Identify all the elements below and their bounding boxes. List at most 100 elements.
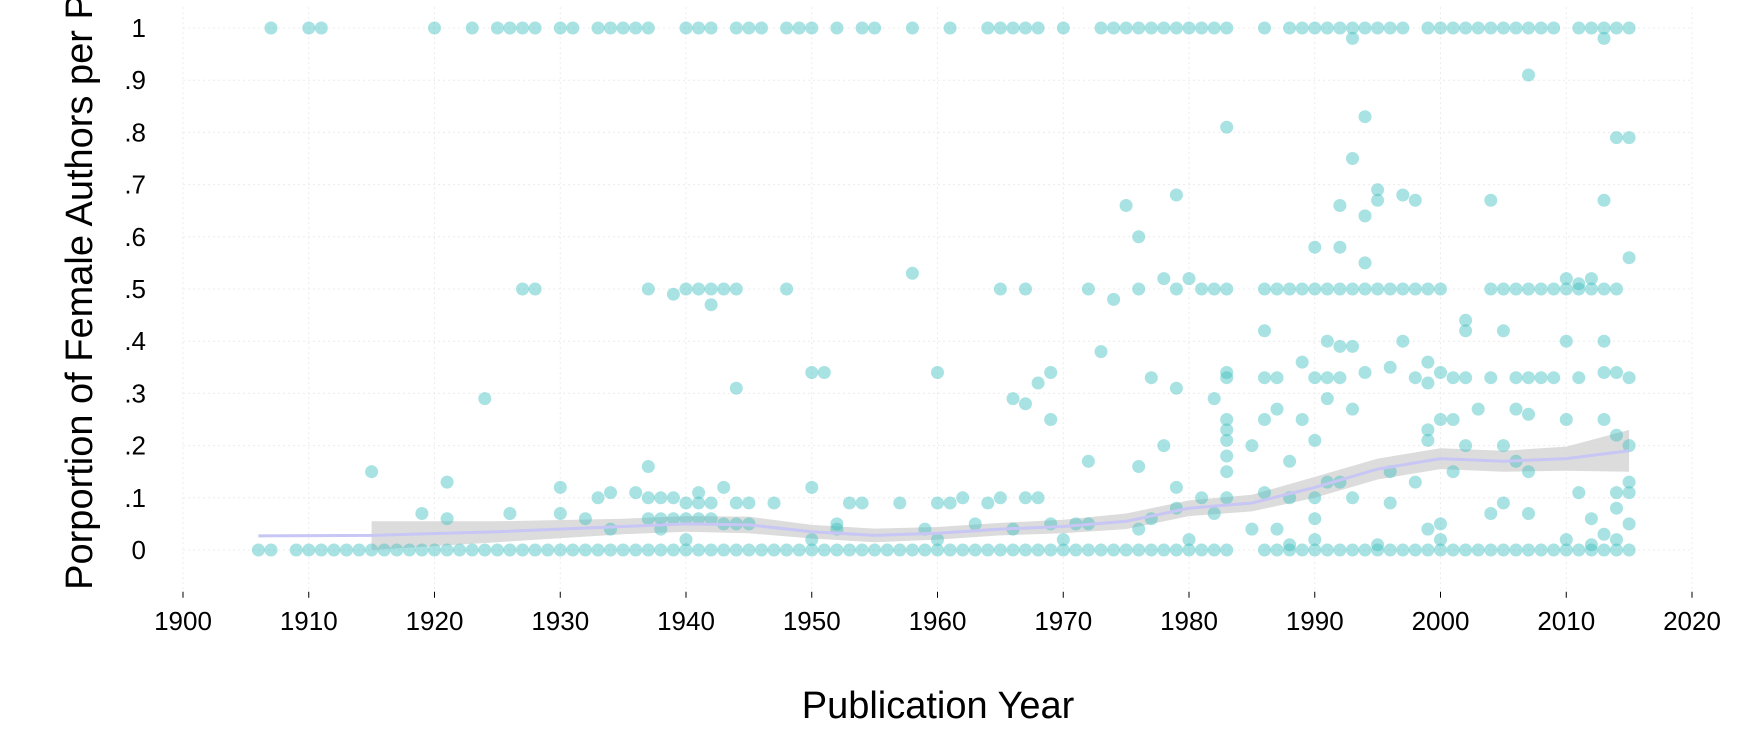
data-point: [1081, 543, 1095, 557]
data-point: [1295, 413, 1309, 426]
data-point: [1408, 371, 1422, 385]
data-point: [1119, 199, 1133, 212]
data-point: [566, 21, 580, 35]
data-point: [1610, 533, 1623, 547]
data-point: [1031, 376, 1045, 390]
data-point: [704, 543, 718, 557]
data-point: [578, 543, 592, 557]
y-tick-label: .8: [124, 117, 146, 147]
data-point: [1371, 282, 1385, 296]
data-point: [905, 21, 919, 35]
data-point: [340, 543, 353, 557]
data-point: [1459, 21, 1473, 35]
data-point: [1157, 272, 1171, 286]
data-point: [1320, 282, 1334, 296]
data-point: [1396, 21, 1410, 35]
data-point: [679, 533, 693, 547]
data-point: [1559, 334, 1573, 348]
y-axis-title: Porportion of Female Authors per P: [59, 0, 101, 590]
data-point: [1044, 543, 1058, 557]
data-point: [1157, 543, 1171, 557]
data-point: [1421, 522, 1435, 536]
data-point: [1006, 543, 1020, 557]
data-point: [604, 486, 617, 500]
data-point: [302, 543, 316, 557]
data-point: [1496, 324, 1510, 338]
data-point: [1572, 543, 1586, 557]
data-point: [604, 21, 617, 35]
data-point: [1333, 240, 1347, 254]
data-point: [1484, 21, 1498, 35]
data-point: [1622, 475, 1636, 489]
y-tick-label: .7: [124, 170, 146, 200]
y-tick-label: .2: [124, 431, 146, 461]
data-point: [993, 491, 1007, 505]
data-point: [729, 282, 743, 296]
data-point: [1308, 533, 1322, 547]
data-point: [1622, 543, 1636, 557]
data-point: [1031, 491, 1045, 505]
data-point: [1258, 486, 1271, 500]
confidence-band: [371, 429, 1630, 550]
data-point: [1132, 21, 1146, 35]
data-point: [729, 543, 743, 557]
data-point: [1383, 21, 1397, 35]
data-point: [1471, 543, 1485, 557]
data-point: [365, 465, 379, 479]
data-point: [1572, 371, 1586, 385]
data-point: [365, 543, 379, 557]
data-point: [604, 543, 617, 557]
data-point: [1610, 501, 1623, 515]
data-point: [264, 543, 278, 557]
data-point: [1610, 543, 1623, 557]
x-axis-ticks: 1900 1910 1920 1930 1940 1950 1960 1970 1980 1990…: [154, 591, 1721, 636]
data-point: [1220, 413, 1234, 426]
points-layer: [251, 21, 1636, 557]
data-point: [1081, 282, 1095, 296]
data-point: [1019, 397, 1032, 411]
data-point: [1572, 21, 1586, 35]
data-point: [478, 543, 492, 557]
data-point: [1220, 371, 1234, 385]
data-point: [742, 21, 756, 35]
data-point: [956, 491, 970, 505]
data-point: [1346, 31, 1359, 45]
data-point: [1610, 21, 1623, 35]
data-point: [1522, 465, 1535, 479]
data-point: [692, 486, 706, 500]
x-tick-label: 1950: [783, 606, 841, 636]
data-point: [641, 21, 655, 35]
data-point: [1169, 21, 1183, 35]
data-point: [855, 21, 869, 35]
data-point: [1220, 543, 1234, 557]
data-point: [1283, 538, 1297, 552]
data-point: [1434, 282, 1447, 296]
data-point: [654, 491, 668, 505]
data-point: [1496, 439, 1510, 453]
data-point: [1094, 543, 1108, 557]
data-point: [1333, 543, 1347, 557]
data-point: [1471, 21, 1485, 35]
data-point: [402, 543, 416, 557]
data-point: [1610, 282, 1623, 296]
data-point: [578, 512, 592, 526]
data-point: [1044, 366, 1058, 379]
data-point: [1572, 277, 1586, 291]
data-point: [1182, 533, 1196, 547]
data-point: [1182, 543, 1196, 557]
data-point: [1207, 543, 1221, 557]
data-point: [1346, 339, 1359, 353]
data-point: [1371, 543, 1385, 557]
data-point: [666, 543, 680, 557]
data-point: [805, 533, 819, 547]
data-point: [729, 496, 743, 510]
x-tick-label: 1920: [406, 606, 464, 636]
data-point: [905, 266, 919, 280]
data-point: [931, 496, 944, 510]
data-point: [1283, 21, 1297, 35]
data-point: [1597, 527, 1611, 541]
data-point: [1559, 272, 1573, 286]
data-point: [1358, 256, 1372, 270]
data-point: [1459, 324, 1473, 338]
